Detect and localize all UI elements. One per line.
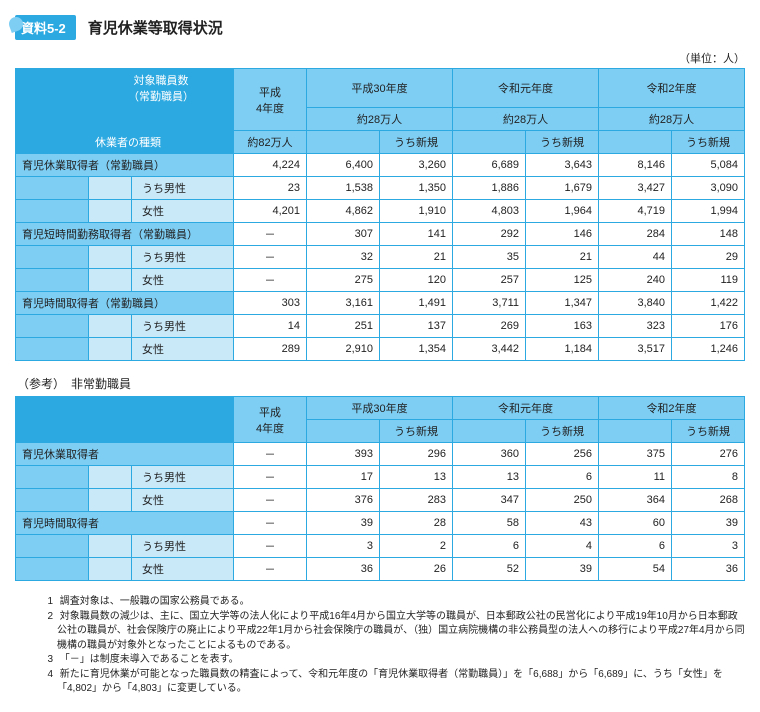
table-row: 育児時間取得者（常勤職員）3033,1611,4913,7111,3473,84… [16,292,745,315]
table-row: 育児短時間勤務取得者（常勤職員）－307141292146284148 [16,223,745,246]
table-row: 育児休業取得者－393296360256375276 [16,443,745,466]
table-row: 女性－376283347250364268 [16,489,745,512]
table-row: 女性－275120257125240119 [16,269,745,292]
note-item: （注）1 調査対象は、一般職の国家公務員である。 [15,595,745,610]
table-row: 女性－362652395436 [16,558,745,581]
table-row: 育児時間取得者－392858436039 [16,512,745,535]
note-item: 3 「－」は制度未導入であることを表す。 [15,653,745,668]
ref-title: （参考） 非常勤職員 [17,375,745,392]
table-row: うち男性14251137269163323176 [16,315,745,338]
note-item: 2 対象職員数の減少は、主に、国立大学等の法人化により平成16年4月から国立大学… [15,610,745,654]
main-table: 対象職員数（常勤職員）平成4年度平成30年度令和元年度令和2年度 約28万人約2… [15,68,745,361]
table-row: 女性2892,9101,3543,4421,1843,5171,246 [16,338,745,361]
note-item: 4 新たに育児休業が可能となった職員数の精査によって、令和元年度の「育児休業取得… [15,668,745,697]
notes: （注）1 調査対象は、一般職の国家公務員である。2 対象職員数の減少は、主に、国… [15,595,745,697]
table-row: うち男性231,5381,3501,8861,6793,4273,090 [16,177,745,200]
table-row: うち男性－322135214429 [16,246,745,269]
title-bar: 資料5-2 育児休業等取得状況 [15,15,745,40]
table-row: うち男性－326463 [16,535,745,558]
table-row: 育児休業取得者（常勤職員）4,2246,4003,2606,6893,6438,… [16,154,745,177]
table-row: うち男性－1713136118 [16,466,745,489]
table-row: 女性4,2014,8621,9104,8031,9644,7191,994 [16,200,745,223]
ref-table: 平成4年度平成30年度令和元年度令和2年度うち新規うち新規うち新規育児休業取得者… [15,396,745,581]
doc-title: 育児休業等取得状況 [88,17,223,38]
doc-tag: 資料5-2 [15,15,76,40]
unit-label: （単位：人） [15,50,745,66]
